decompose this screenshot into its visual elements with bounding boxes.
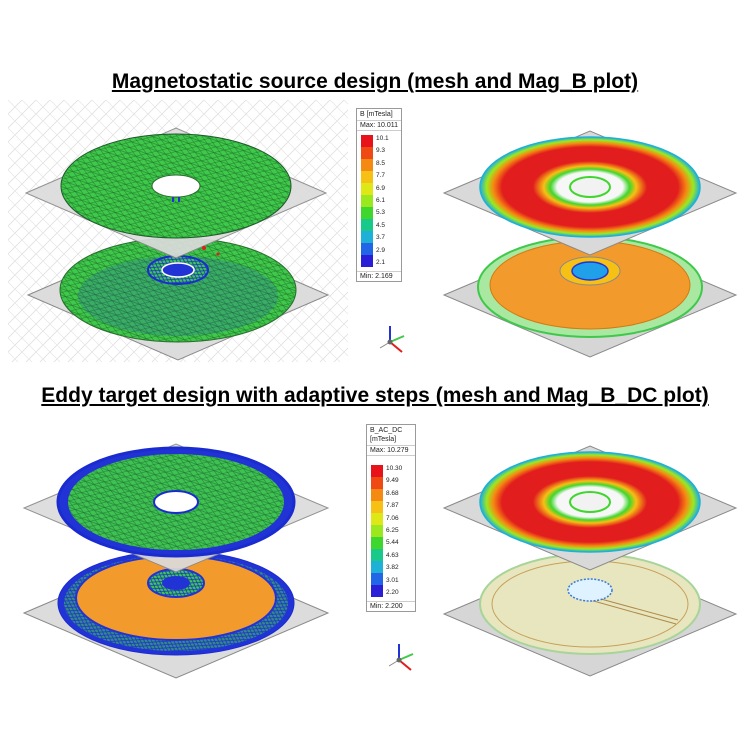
field-plot-magnetostatic: [442, 130, 738, 358]
legend-tick-label: 2.1: [376, 259, 386, 266]
legend-color-scale: [371, 465, 383, 597]
legend-tick-label: 7.06: [386, 514, 399, 522]
legend-tick-label: 9.49: [386, 477, 399, 485]
legend-tick-label: 3.7: [376, 234, 386, 242]
legend-color-swatch: [361, 207, 373, 219]
legend-tick-label: 6.25: [386, 527, 399, 534]
legend-color-swatch: [371, 501, 383, 513]
legend-header: B_AC_DC [mTesla]: [370, 427, 403, 443]
upper-disk-hole: [153, 490, 199, 514]
legend-tick-label: 6.9: [376, 184, 386, 192]
legend-tick-label: 4.5: [376, 221, 386, 229]
legend-max: Max: 10.011: [357, 120, 401, 131]
axis-triad-icon: [388, 644, 414, 671]
legend-tick-label: 8.5: [376, 159, 386, 167]
legend-color-swatch: [371, 525, 383, 537]
legend-tick-label: 10.30: [386, 465, 403, 472]
upper-disk-hole: [151, 174, 201, 198]
legend-tick-label: 2.20: [386, 589, 399, 596]
legend-color-swatch: [371, 549, 383, 561]
legend-color-swatch: [361, 195, 373, 207]
legend-tick-label: 7.7: [376, 172, 386, 180]
mesh-plot-magnetostatic: [8, 100, 348, 362]
legend-max: Max: 10.279: [367, 445, 415, 456]
legend-tick-label: 3.82: [386, 564, 399, 572]
section-title-magnetostatic: Magnetostatic source design (mesh and Ma…: [111, 70, 639, 93]
legend-color-swatch: [361, 243, 373, 255]
mesh-plot-eddy: [22, 443, 330, 679]
legend-color-swatch: [361, 147, 373, 159]
legend-tick-label: 4.63: [386, 551, 399, 559]
legend-color-swatch: [361, 159, 373, 171]
legend-tick-label: 2.9: [376, 246, 386, 254]
field-plot-eddy: [442, 445, 738, 677]
legend-color-swatch: [371, 561, 383, 573]
legend-tick-label: 5.3: [376, 209, 386, 217]
colorbar-legend-b-ac-dc: B_AC_DC [mTesla] Max: 10.279 10.30 9.49 8.…: [366, 424, 416, 612]
legend-color-swatch: [371, 477, 383, 489]
upper-disk-hole: [569, 176, 611, 198]
legend-tick-label: 7.87: [386, 502, 399, 510]
legend-tick-label: 10.1: [376, 135, 389, 142]
legend-color-swatch: [361, 171, 373, 183]
legend-color-scale: [361, 135, 373, 267]
legend-color-swatch: [371, 465, 383, 477]
legend-tick-label: 5.44: [386, 539, 399, 547]
legend-tick-label: 6.1: [376, 197, 386, 204]
legend-tick-label: 9.3: [376, 147, 386, 155]
legend-color-swatch: [371, 513, 383, 525]
legend-tick-label: 8.68: [386, 489, 399, 497]
legend-color-swatch: [361, 183, 373, 195]
section-title-eddy: Eddy target design with adaptive steps (…: [41, 384, 709, 407]
legend-header: B [mTesla]: [360, 111, 393, 118]
legend-color-swatch: [361, 255, 373, 267]
legend-tick-label: 3.01: [386, 576, 399, 584]
legend-min: Min: 2.200: [367, 601, 415, 611]
colorbar-legend-b: B [mTesla] Max: 10.011 10.1 9.3 8.5 7.7 6.9 6…: [356, 108, 402, 282]
legend-color-swatch: [361, 135, 373, 147]
axis-triad-icon: [379, 326, 405, 353]
legend-color-swatch: [361, 219, 373, 231]
legend-color-swatch: [371, 489, 383, 501]
legend-color-swatch: [371, 585, 383, 597]
legend-color-swatch: [371, 537, 383, 549]
legend-color-swatch: [361, 231, 373, 243]
upper-disk-hole: [569, 491, 611, 513]
legend-min: Min: 2.169: [357, 271, 401, 281]
legend-color-swatch: [371, 573, 383, 585]
lower-disk-center: [567, 578, 613, 602]
lower-disk-center: [571, 261, 609, 281]
